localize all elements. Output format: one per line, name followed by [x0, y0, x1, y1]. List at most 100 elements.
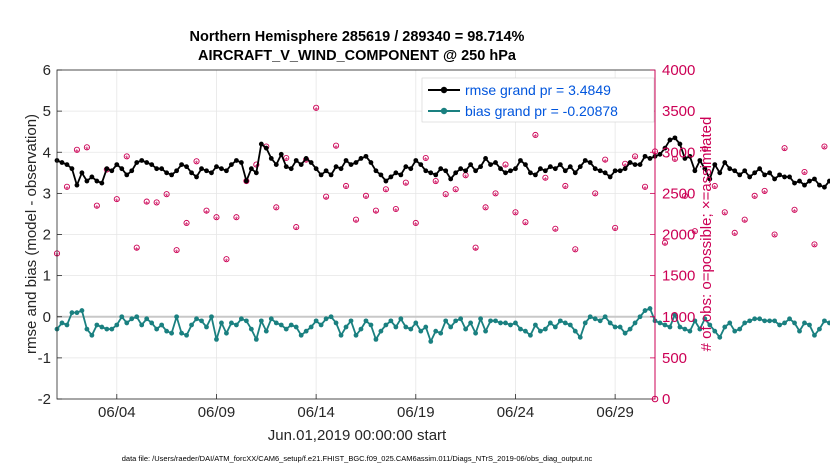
y2-tick-label: 0 [662, 391, 670, 408]
bias-point [358, 326, 364, 332]
rmse-point [308, 160, 314, 165]
bias-point [448, 324, 454, 330]
obs-assimilated-marker: * [504, 162, 508, 172]
rmse-point [313, 166, 319, 172]
rmse-point [582, 158, 588, 163]
rmse-point [258, 141, 264, 147]
bias-point [64, 322, 70, 328]
bias-point [647, 306, 653, 311]
obs-assimilated-marker: * [125, 154, 129, 164]
rmse-point [114, 162, 120, 167]
bias-point [503, 320, 508, 326]
obs-assimilated-marker: * [643, 184, 647, 194]
obs-possible-marker [731, 229, 738, 236]
obs-assimilated-marker: * [75, 147, 79, 157]
bias-point [792, 320, 797, 326]
bias-point [493, 318, 498, 324]
rmse-point [752, 170, 758, 176]
obs-assimilated-marker: * [763, 189, 767, 199]
rmse-point [333, 164, 339, 170]
obs-assimilated-marker: * [783, 146, 787, 156]
bias-point [313, 318, 319, 324]
rmse-point [104, 166, 110, 172]
rmse-point [557, 162, 563, 167]
rmse-point [662, 145, 668, 151]
bias-point [468, 320, 474, 326]
obs-possible-marker [293, 224, 300, 231]
obs-assimilated-marker: * [603, 157, 607, 167]
rmse-point [318, 172, 324, 178]
rmse-point [592, 166, 598, 172]
obs-possible-marker [123, 153, 130, 160]
rmse-point [503, 170, 508, 176]
bias-point [418, 328, 424, 334]
obs-assimilated-marker: * [334, 143, 338, 153]
bias-point [443, 318, 449, 324]
bias-point [328, 314, 334, 320]
rmse-point [248, 166, 254, 172]
obs-possible-marker [452, 186, 459, 193]
bias-point [637, 314, 643, 320]
obs-assimilated-marker: * [444, 192, 448, 202]
obs-assimilated-marker: * [484, 205, 488, 215]
rmse-point [513, 166, 518, 172]
obs-assimilated-marker: * [215, 215, 219, 225]
y-tick-label: -2 [38, 391, 51, 408]
bias-point [777, 322, 782, 328]
obs-possible-marker [73, 146, 80, 153]
bias-point [518, 326, 523, 332]
bias-point [333, 320, 339, 326]
bias-point [762, 318, 768, 324]
obs-assimilated-marker: * [753, 194, 757, 204]
obs-possible-marker [163, 191, 170, 198]
bias-point [169, 330, 175, 336]
rmse-point [438, 166, 444, 172]
rmse-point [398, 172, 404, 178]
rmse-point [647, 156, 653, 161]
obs-assimilated-marker: * [185, 221, 189, 231]
obs-possible-marker [681, 192, 688, 199]
bias-point [737, 326, 743, 332]
rmse-point [238, 160, 244, 165]
rmse-point [418, 162, 424, 167]
obs-assimilated-marker: * [454, 187, 458, 197]
obs-assimilated-marker: * [404, 180, 408, 190]
rmse-point [712, 162, 718, 167]
obs-possible-marker [701, 145, 708, 153]
bias-point [348, 318, 354, 324]
bias-point [343, 324, 349, 330]
rmse-point [433, 172, 439, 178]
x-tick-label: 06/04 [98, 404, 136, 421]
rmse-point [179, 162, 184, 167]
bias-point [802, 320, 807, 326]
obs-possible-marker [661, 239, 669, 246]
bias-point [727, 320, 733, 326]
obs-possible-marker [253, 161, 260, 168]
rmse-point [453, 170, 459, 176]
bias-point [627, 326, 633, 332]
y2-tick-label: 1000 [662, 309, 695, 326]
rmse-point [567, 164, 573, 170]
obs-possible-marker [432, 177, 439, 185]
legend-label-rmse: rmse grand pr = 3.4849 [465, 82, 611, 98]
rmse-point [782, 174, 787, 180]
legend-marker-rmse [440, 86, 448, 94]
obs-assimilated-marker: * [474, 245, 478, 255]
obs-possible-marker [502, 161, 509, 168]
bias-point [293, 324, 299, 330]
bias-point [99, 324, 105, 330]
y-tick-label: 0 [43, 309, 51, 326]
rmse-point [169, 172, 175, 178]
bias-point [707, 322, 713, 328]
obs-possible-marker [213, 214, 220, 221]
obs-possible-marker [801, 168, 808, 176]
rmse-point [204, 168, 209, 174]
obs-possible-marker [592, 190, 599, 197]
bias-point [258, 318, 264, 324]
rmse-point [777, 172, 782, 178]
obs-possible-marker [313, 104, 320, 111]
bias-point [483, 328, 488, 334]
obs-assimilated-marker: * [464, 173, 468, 183]
obs-assimilated-marker: * [514, 210, 518, 220]
